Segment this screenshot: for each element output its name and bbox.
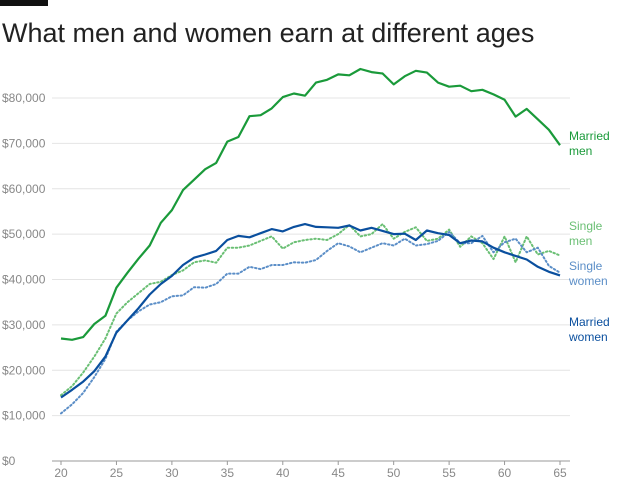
y-tick-label: $10,000 bbox=[2, 409, 46, 423]
series-label: Single men bbox=[569, 219, 603, 249]
series-line bbox=[60, 67, 561, 341]
y-tick-label: $60,000 bbox=[2, 182, 46, 196]
y-tick-label: $40,000 bbox=[2, 273, 46, 287]
y-tick-label: $0 bbox=[2, 454, 16, 468]
x-tick-label: 35 bbox=[221, 466, 235, 480]
series-label: Single women bbox=[569, 258, 608, 288]
x-tick-label: 65 bbox=[553, 466, 567, 480]
header-bar bbox=[0, 0, 48, 6]
x-tick-label: 30 bbox=[165, 466, 179, 480]
x-tick-label: 45 bbox=[332, 466, 346, 480]
series-line bbox=[60, 223, 561, 399]
chart-title: What men and women earn at different age… bbox=[2, 18, 535, 48]
x-tick-label: 20 bbox=[54, 466, 68, 480]
y-tick-label: $70,000 bbox=[2, 136, 46, 150]
y-tick-label: $20,000 bbox=[2, 363, 46, 377]
x-tick-label: 50 bbox=[387, 466, 401, 480]
series-label: Married women bbox=[569, 315, 610, 345]
series-line bbox=[60, 223, 561, 397]
y-tick-label: $30,000 bbox=[2, 318, 46, 332]
y-tick-label: $50,000 bbox=[2, 227, 46, 241]
y-tick-label: $80,000 bbox=[2, 91, 46, 105]
series-line bbox=[60, 230, 561, 415]
x-tick-label: 25 bbox=[110, 466, 124, 480]
x-tick-label: 40 bbox=[276, 466, 290, 480]
x-tick-label: 55 bbox=[442, 466, 456, 480]
x-tick-label: 60 bbox=[498, 466, 512, 480]
series-label: Married men bbox=[569, 129, 610, 159]
